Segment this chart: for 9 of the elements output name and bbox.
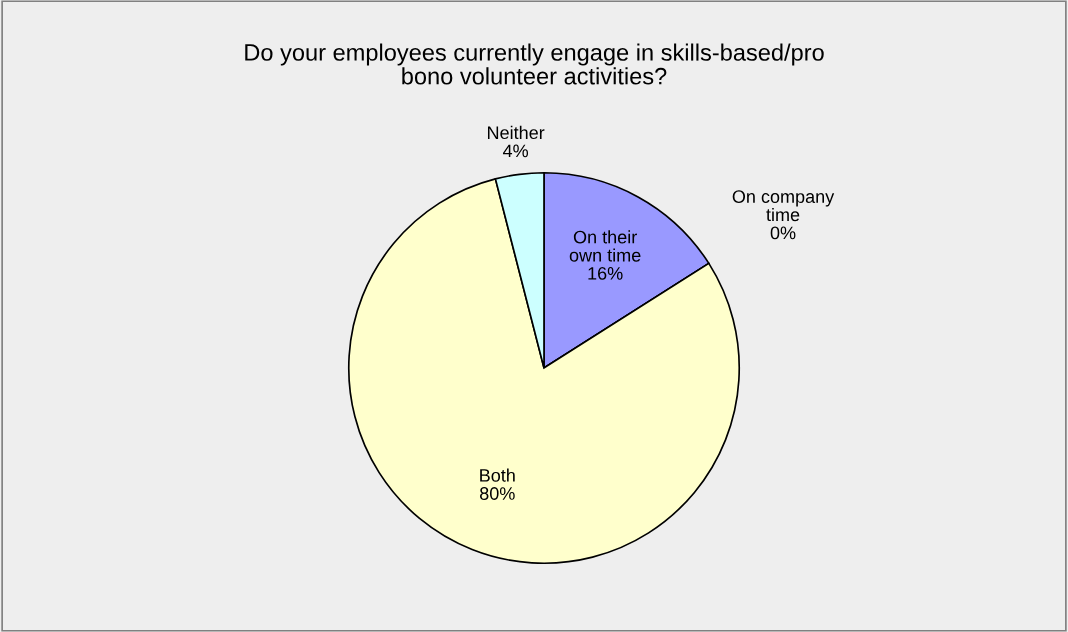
- text: 0%: [770, 226, 796, 240]
- slice-label: Neither: [488, 125, 545, 140]
- slice-label: On their own time: [569, 230, 641, 262]
- chart-title: Do your employees currently engage in skills-based/pro bono volunteer activities?: [245, 43, 824, 85]
- slice-label: Both: [480, 468, 515, 482]
- category-label: On company time: [732, 190, 835, 222]
- data-label: 80%: [480, 487, 515, 500]
- data-label: 4%: [502, 144, 529, 158]
- data-label: 16%: [588, 266, 623, 280]
